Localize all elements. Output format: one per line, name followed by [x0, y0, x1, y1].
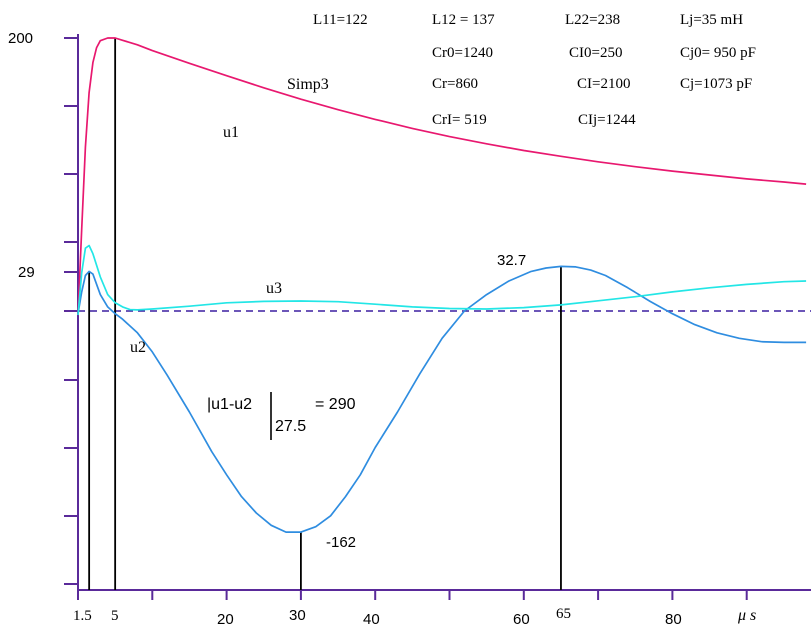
x-tick-label-1.5: 1.5 [73, 608, 92, 624]
u2-label: u2 [130, 339, 146, 356]
series-line-u2 [77, 265, 807, 533]
param-Cr: Cr=860 [432, 76, 478, 92]
series-lines [77, 37, 807, 533]
series-line-u3 [77, 244, 807, 316]
min-u2-label: -162 [326, 534, 356, 551]
x-tick-label-65: 65 [556, 606, 571, 622]
x-tick-label-5: 5 [111, 608, 119, 624]
param-Lj: Lj=35 mH [680, 12, 743, 28]
x-tick-label-40: 40 [363, 611, 380, 628]
x-tick-label-60: 60 [513, 611, 530, 628]
y-ticks [64, 37, 78, 585]
series-line-u1 [77, 37, 807, 316]
param-L22: L22=238 [565, 12, 620, 28]
param-CI0: CI0=250 [569, 45, 622, 61]
x-ticks [77, 590, 748, 600]
chart-title: Simp3 [287, 76, 329, 93]
diff-annotation-value: = 290 [315, 396, 356, 413]
param-L11: L11=122 [313, 12, 368, 28]
x-tick-label-30: 30 [289, 607, 306, 624]
param-CrI: CrI= 519 [432, 112, 487, 128]
param-Cj: Cj=1073 pF [680, 76, 752, 92]
x-axis-unit-label: μ s [737, 607, 756, 624]
diff-annotation-prefix: |u1-u2 [207, 396, 252, 413]
y-tick-label-29: 29 [18, 264, 35, 281]
x-tick-label-80: 80 [665, 611, 682, 628]
param-CIj: CIj=1244 [578, 112, 636, 128]
x-tick-label-20: 20 [217, 611, 234, 628]
vertical-markers [88, 38, 562, 590]
param-Cj0: Cj0= 950 pF [680, 45, 756, 61]
param-Cr0: Cr0=1240 [432, 45, 493, 61]
diff-annotation-subscript: 27.5 [275, 418, 306, 435]
y-tick-label-200: 200 [8, 30, 33, 47]
u3-label: u3 [266, 280, 282, 297]
param-CI: CI=2100 [577, 76, 630, 92]
peak-u2-label: 32.7 [497, 252, 526, 269]
u1-label: u1 [223, 124, 239, 141]
param-L12: L12 = 137 [432, 12, 495, 28]
